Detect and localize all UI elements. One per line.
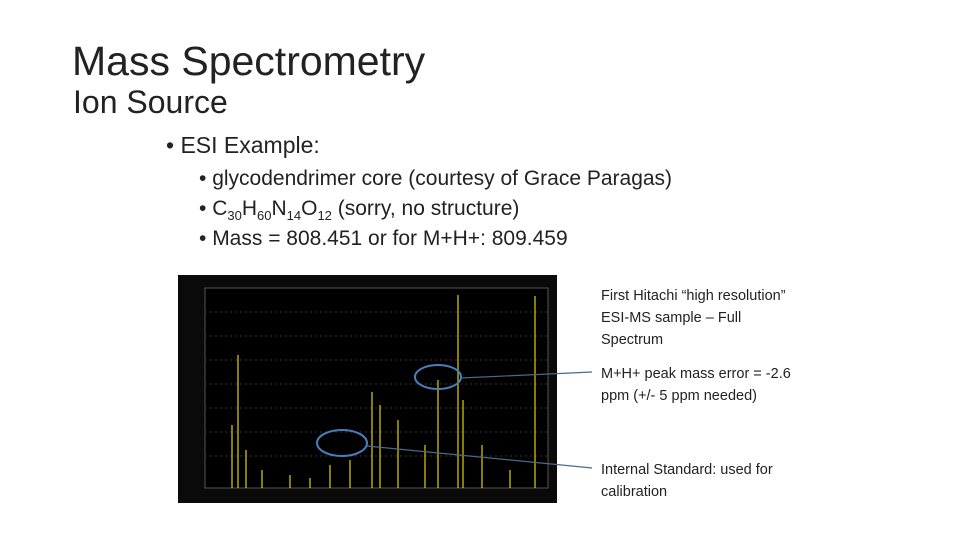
bullet-text: glycodendrimer core (courtesy of Grace P…: [212, 167, 673, 190]
highlight-ellipse: [316, 429, 368, 457]
formula-part: N: [271, 197, 287, 220]
formula-sub: 12: [317, 208, 332, 224]
bullet-text: ESI Example:: [180, 132, 320, 158]
spectrum-peaks: [231, 295, 536, 488]
callout-line: [460, 371, 593, 379]
bullet-text: Mass = 808.451 or for M+H+: 809.459: [212, 227, 568, 250]
formula-sub: 30: [227, 208, 242, 224]
annotation: Internal Standard: used for calibration: [601, 462, 773, 500]
annotation: M+H+ peak mass error = -2.6 ppm (+/- 5 p…: [601, 366, 791, 404]
formula-part: (sorry, no structure): [331, 197, 520, 220]
title: Mass Spectrometry: [72, 38, 426, 84]
spectrum-plot: [204, 287, 549, 489]
sub-bullet: • glycodendrimer core (courtesy of Grace…: [199, 167, 673, 190]
annotation: First Hitachi “high resolution” ESI-MS s…: [601, 288, 786, 348]
highlight-ellipse: [414, 364, 462, 390]
formula-sub: 14: [286, 208, 302, 224]
spectrum-grid: [205, 311, 548, 457]
formula-part: O: [301, 197, 318, 220]
sub-bullet: • Mass = 808.451 or for M+H+: 809.459: [199, 227, 568, 250]
formula-sub: 60: [257, 208, 272, 224]
bullet: • ESI Example:: [166, 132, 320, 158]
formula-part: C: [212, 197, 228, 220]
formula-part: H: [241, 197, 257, 220]
callout-line: [366, 445, 593, 469]
sub-bullet: • C30H60N14O12 (sorry, no structure): [199, 197, 520, 224]
subtitle: Ion Source: [73, 84, 228, 120]
